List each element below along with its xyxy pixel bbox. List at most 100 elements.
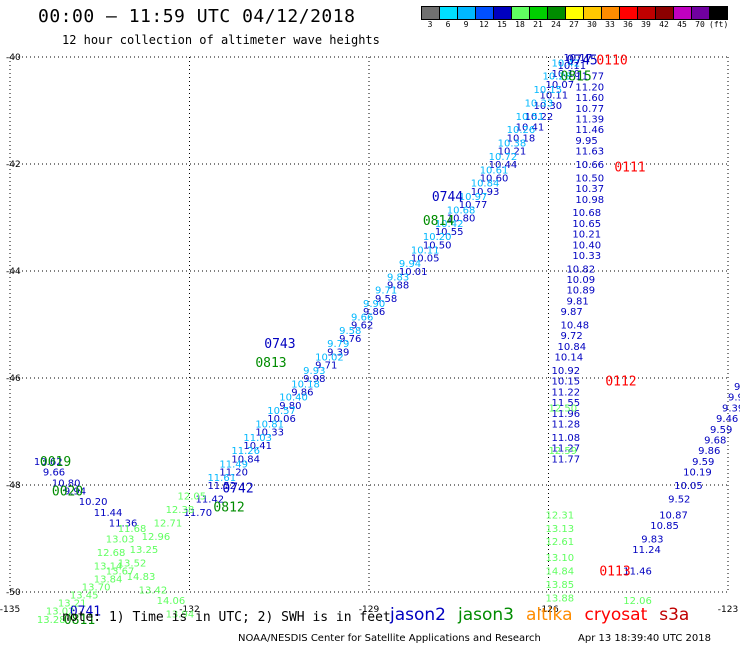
wave-height-label: 12.05 [178,492,207,503]
wave-height-label: 9.72 [560,331,582,342]
wave-height-label: 11.39 [575,115,604,126]
wave-height-label: 10.28 [543,72,572,83]
wave-height-label: 10.10 [551,69,580,80]
colorbar-label: 42 [659,20,669,29]
wave-height-label: 10.65 [572,219,601,230]
y-tick-label: -48 [6,481,21,491]
wave-height-label: 10.05 [411,254,440,265]
wave-height-label: 11.63 [575,147,604,158]
wave-height-label: 10.33 [255,428,284,439]
x-tick-label: -129 [359,605,380,615]
wave-height-label: 9.86 [291,387,313,398]
wave-height-label: 9.59 [710,425,732,436]
wave-height-label: 12.38 [166,505,195,516]
wave-height-label: 12.61 [546,537,575,548]
wave-height-label: 10.42 [551,58,580,69]
wave-height-label: 10.89 [566,286,595,297]
pass-time-label: 0813 [255,356,286,371]
wave-height-label: 10.40 [572,240,601,251]
wave-height-label: 9.79 [327,339,349,350]
wave-height-label: 10.15 [534,85,563,96]
wave-height-label: 9.81 [566,296,588,307]
wave-height-label: 11.77 [551,454,580,465]
wave-height-label: 9.83 [641,535,663,546]
footnote: note: 1) Time is in UTC; 2) SWH is in fe… [62,610,391,625]
wave-height-label: 10.50 [423,240,452,251]
wave-height-label: 9.39 [327,347,349,358]
pass-time-label: 0815 [560,70,591,85]
wave-height-label: 10.62 [34,457,63,468]
wave-height-label: 10.84 [471,179,500,190]
wave-height-label: 9.68 [704,436,726,447]
wave-height-label: 11.22 [551,387,580,398]
wave-height-label: 10.97 [459,192,488,203]
wave-height-label: 9.39 [722,403,740,414]
wave-height-label: 9.52 [668,494,690,505]
x-tick-label: -135 [0,605,20,615]
wave-height-label: 12.68 [97,548,126,559]
wave-height-label: 9.71 [375,286,397,297]
y-tick-label: -50 [6,588,21,598]
wave-height-label: 10.18 [507,133,536,144]
wave-height-label: 10.37 [575,184,604,195]
wave-height-label: 10.26 [507,125,536,136]
pass-time-label: 0814 [423,214,454,229]
wave-height-label: 11.20 [219,468,248,479]
wave-height-label: 10.80 [447,214,476,225]
colorbar-label: 9 [463,20,469,29]
wave-height-label: 10.38 [498,139,527,150]
wave-height-label: 9.95 [575,136,597,147]
wave-height-label: 12.96 [142,532,171,543]
colorbar-label: 39 [641,20,651,29]
satellite-label: s3a [659,605,690,625]
colorbar-labels: 3 6 9 12 15 18 21 24 27 30 33 36 39 42 45 70 (ft) [421,20,729,29]
wave-height-label: 11.08 [551,433,580,444]
colorbar-label: (ft) [709,20,729,29]
wave-height-label: 13.52 [118,559,147,570]
wave-height-label: 11.96 [551,409,580,420]
wave-height-label: 10.85 [650,521,679,532]
wave-height-label: 10.41 [243,441,272,452]
satellite-label: cryosat [584,605,648,625]
x-tick-label: -123 [718,605,738,615]
wave-height-label: 10.51 [516,112,545,123]
pass-time-label: 0812 [213,500,244,515]
wave-height-label: 13.88 [546,593,575,604]
chart-subtitle: 12 hour collection of altimeter wave hei… [62,33,380,47]
pass-time-label: 0112 [605,375,636,390]
colorbar-swatches [421,6,728,20]
wave-height-label: 11.46 [623,567,652,578]
colorbar-label: 18 [515,20,525,29]
x-tick-label: -126 [538,605,559,615]
y-tick-label: -40 [6,53,21,63]
wave-height-label: 13.10 [546,553,575,564]
wave-height-label: 10.80 [52,478,81,489]
wave-height-label: 14.83 [127,572,156,583]
wave-height-label: 9.83 [387,272,409,283]
pass-time-label: 0019 [40,455,71,470]
wave-height-label: 10.33 [525,98,554,109]
wave-height-label: 9.94 [64,486,86,497]
wave-height-label: 13.02 [46,607,75,618]
wave-height-label: 10.81 [255,419,284,430]
wave-height-label: 9.86 [363,307,385,318]
wave-height-label: 13.03 [106,535,135,546]
wave-height-label: 11.55 [551,398,580,409]
wave-height-label: 10.01 [399,267,428,278]
wave-height-label: 9.93 [303,366,325,377]
wave-height-label: 10.11 [557,61,586,72]
colorbar-swatch [709,6,728,20]
wave-height-label: 13.94 [166,609,195,620]
wave-height-label: 10.92 [551,366,580,377]
wave-height-label: 10.06 [267,414,296,425]
wave-height-label: 10.82 [566,264,595,275]
y-tick-label: -44 [6,267,21,277]
wave-height-label: 9.4 [734,382,740,393]
wave-height-label: 9.58 [375,294,397,305]
wave-height-label: 9.87 [560,307,582,318]
wave-height-label: 10.14 [554,353,583,364]
wave-height-label: 10.55 [435,227,464,238]
wave-height-label: 10.60 [480,173,509,184]
satellite-label: altika [526,605,573,625]
wave-height-label: 11.36 [109,518,138,529]
